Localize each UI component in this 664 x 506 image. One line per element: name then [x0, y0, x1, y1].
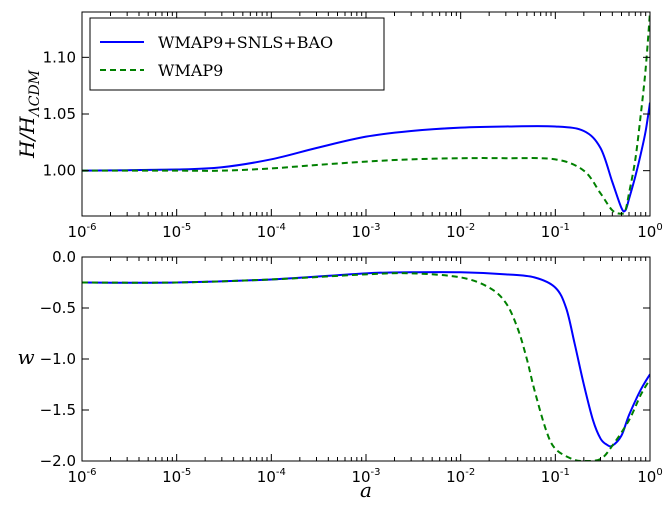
- bottom-y-tick-label: −1.0: [40, 350, 76, 368]
- bottom-y-tick-label: −1.5: [40, 401, 76, 419]
- bottom-series-wmap9-line: [82, 272, 650, 461]
- bottom-x-tick-label: 10-1: [541, 467, 570, 486]
- bottom-x-tick-label: 100: [637, 467, 662, 486]
- bottom-plot-area: [82, 257, 650, 461]
- top-x-tick-label: 10-2: [446, 222, 475, 241]
- bottom-y-tick-label: −2.0: [40, 452, 76, 470]
- bottom-panel: 10-6 10-5 10-4 10-3 10-2 10-1 100 0.0 −0.5 −1.0 −1…: [17, 248, 662, 502]
- top-x-tick-label: 100: [637, 222, 662, 241]
- bottom-y-axis-label: w: [17, 345, 34, 369]
- top-panel: 10-6 10-5 10-4 10-3 10-2 10-1 1001.001.051.10 …: [15, 11, 663, 241]
- bottom-y-tick-label: 0.0: [52, 248, 76, 266]
- legend-label-wmap9: WMAP9: [158, 61, 223, 80]
- top-y-tick-label: 1.10: [43, 48, 76, 66]
- legend-label-wmap9-snls-bao: WMAP9+SNLS+BAO: [158, 33, 333, 52]
- bottom-x-tick-label: 10-3: [351, 467, 380, 486]
- top-x-tick-label: 10-6: [67, 222, 96, 241]
- legend: WMAP9+SNLS+BAO WMAP9: [89, 17, 385, 91]
- top-y-tick-label: 1.05: [43, 105, 76, 123]
- bottom-ticks: 10-6 10-5 10-4 10-3 10-2 10-1 100 0.0 −0.5 −1.0 −1…: [40, 248, 663, 486]
- bottom-x-tick-label: 10-6: [67, 467, 96, 486]
- top-x-tick-label: 10-3: [351, 222, 380, 241]
- top-ticks: 10-6 10-5 10-4 10-3 10-2 10-1 100 1.00 1.05 1.10: [43, 12, 663, 241]
- bottom-x-axis-label: a: [360, 478, 372, 502]
- legend-box: [89, 17, 385, 91]
- top-series-lines: [82, 12, 650, 215]
- top-x-tick-label: 10-4: [257, 222, 286, 241]
- top-x-tick-label: 10-1: [541, 222, 570, 241]
- top-x-tick-label: 10-5: [162, 222, 191, 241]
- bottom-x-tick-label: 10-2: [446, 467, 475, 486]
- top-y-axis-label: H/HΛCDM: [15, 69, 43, 159]
- bottom-x-tick-label: 10-5: [162, 467, 191, 486]
- top-series-wmap9-snls-bao-line: [82, 102, 650, 213]
- bottom-x-tick-label: 10-4: [257, 467, 286, 486]
- top-y-tick-label: 1.00: [43, 162, 76, 180]
- bottom-series-lines: [82, 271, 650, 461]
- bottom-y-tick-label: −0.5: [40, 299, 76, 317]
